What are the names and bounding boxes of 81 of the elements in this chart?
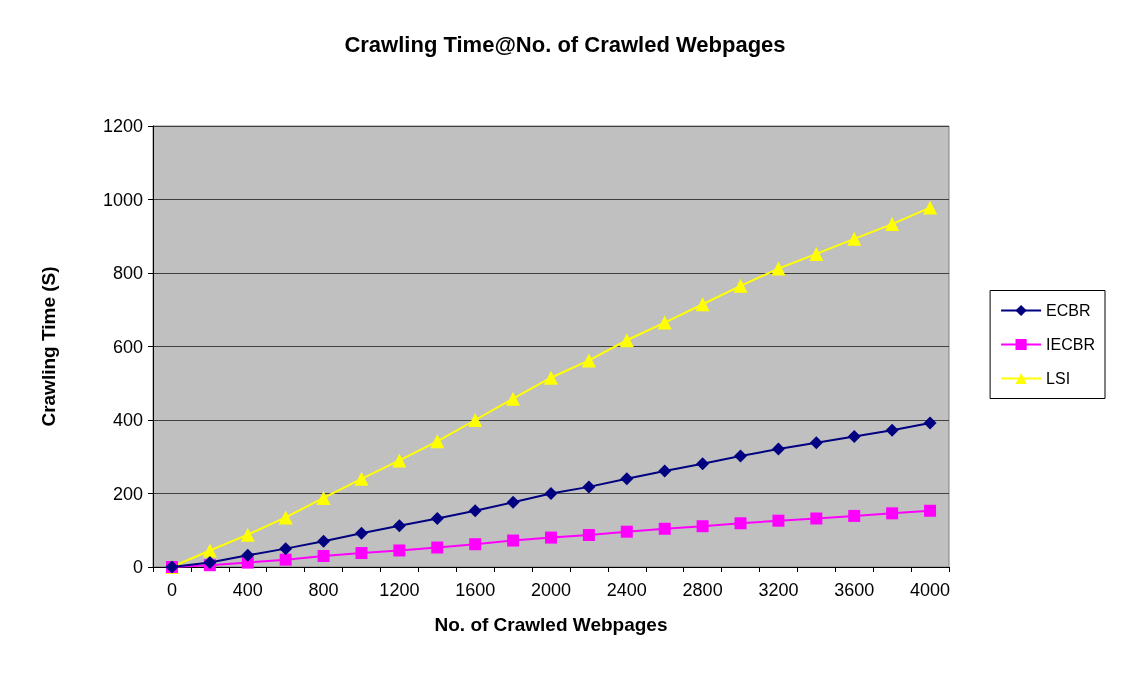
point [696, 457, 710, 471]
point [771, 261, 786, 276]
point [393, 544, 406, 557]
y-tick-label: 0 [132, 557, 143, 577]
point [317, 549, 330, 562]
point [354, 526, 368, 540]
point [885, 217, 900, 232]
point [544, 487, 558, 500]
legend-label: IECBR [1046, 336, 1096, 353]
point [392, 519, 406, 533]
y-tick-label: 400 [112, 410, 143, 430]
x-tick-label: 400 [232, 580, 263, 600]
point [658, 464, 672, 478]
chart-title: Crawling Time@No. of Crawled Webpages [344, 31, 786, 57]
x-tick-label: 1600 [455, 580, 496, 600]
point [810, 512, 823, 525]
point [544, 370, 558, 385]
point [885, 423, 899, 437]
point [923, 200, 938, 215]
point [241, 548, 255, 562]
point [848, 509, 861, 522]
x-tick-label: 3600 [834, 580, 875, 600]
x-tick-label: 800 [308, 580, 339, 600]
point [581, 353, 596, 368]
point [847, 430, 861, 444]
point [506, 495, 520, 509]
point [696, 520, 709, 533]
point [355, 547, 368, 560]
point [924, 504, 937, 517]
point [545, 531, 557, 544]
y-axis-title: Crawling Time (S) [38, 266, 59, 427]
y-tick-label: 1200 [102, 116, 143, 136]
point [279, 553, 292, 566]
y-tick-label: 200 [112, 483, 143, 504]
point [809, 246, 824, 261]
point [809, 436, 823, 450]
point [695, 297, 710, 312]
x-tick-label: 3200 [758, 580, 799, 600]
x-tick-label: 2000 [530, 580, 572, 600]
point [620, 472, 634, 486]
point [317, 534, 331, 548]
x-tick-label: 2800 [682, 580, 723, 600]
y-tick-label: 1000 [102, 189, 143, 210]
point [468, 413, 483, 427]
point [847, 231, 862, 246]
point [657, 315, 672, 330]
point [279, 542, 293, 556]
point [430, 511, 444, 525]
point [733, 278, 748, 293]
point [316, 490, 331, 505]
legend-label: LSI [1046, 370, 1071, 387]
legend-label: ECBR [1046, 302, 1091, 319]
point [354, 471, 369, 486]
x-tick-label: 1200 [379, 580, 420, 600]
y-tick-label: 800 [112, 263, 143, 283]
point [734, 517, 747, 530]
point [886, 507, 899, 520]
point [772, 514, 785, 527]
point [734, 449, 748, 463]
point [506, 391, 521, 406]
x-tick-label: 4000 [910, 580, 951, 600]
x-tick-label: 2400 [606, 580, 647, 600]
point [619, 333, 634, 348]
point [240, 527, 255, 542]
point [431, 541, 444, 554]
point [468, 504, 482, 518]
point [582, 480, 596, 494]
x-tick-label: 0 [166, 580, 177, 600]
point [469, 538, 482, 551]
point [507, 534, 520, 547]
y-tick-label: 600 [112, 336, 143, 357]
x-axis-title: No. of Crawled Webpages [434, 614, 668, 635]
point [658, 522, 671, 535]
point [430, 434, 445, 449]
point [771, 442, 785, 456]
point [392, 453, 407, 468]
point [620, 525, 633, 538]
point [278, 510, 293, 525]
point [202, 543, 217, 558]
point [923, 416, 937, 430]
point [582, 529, 595, 542]
